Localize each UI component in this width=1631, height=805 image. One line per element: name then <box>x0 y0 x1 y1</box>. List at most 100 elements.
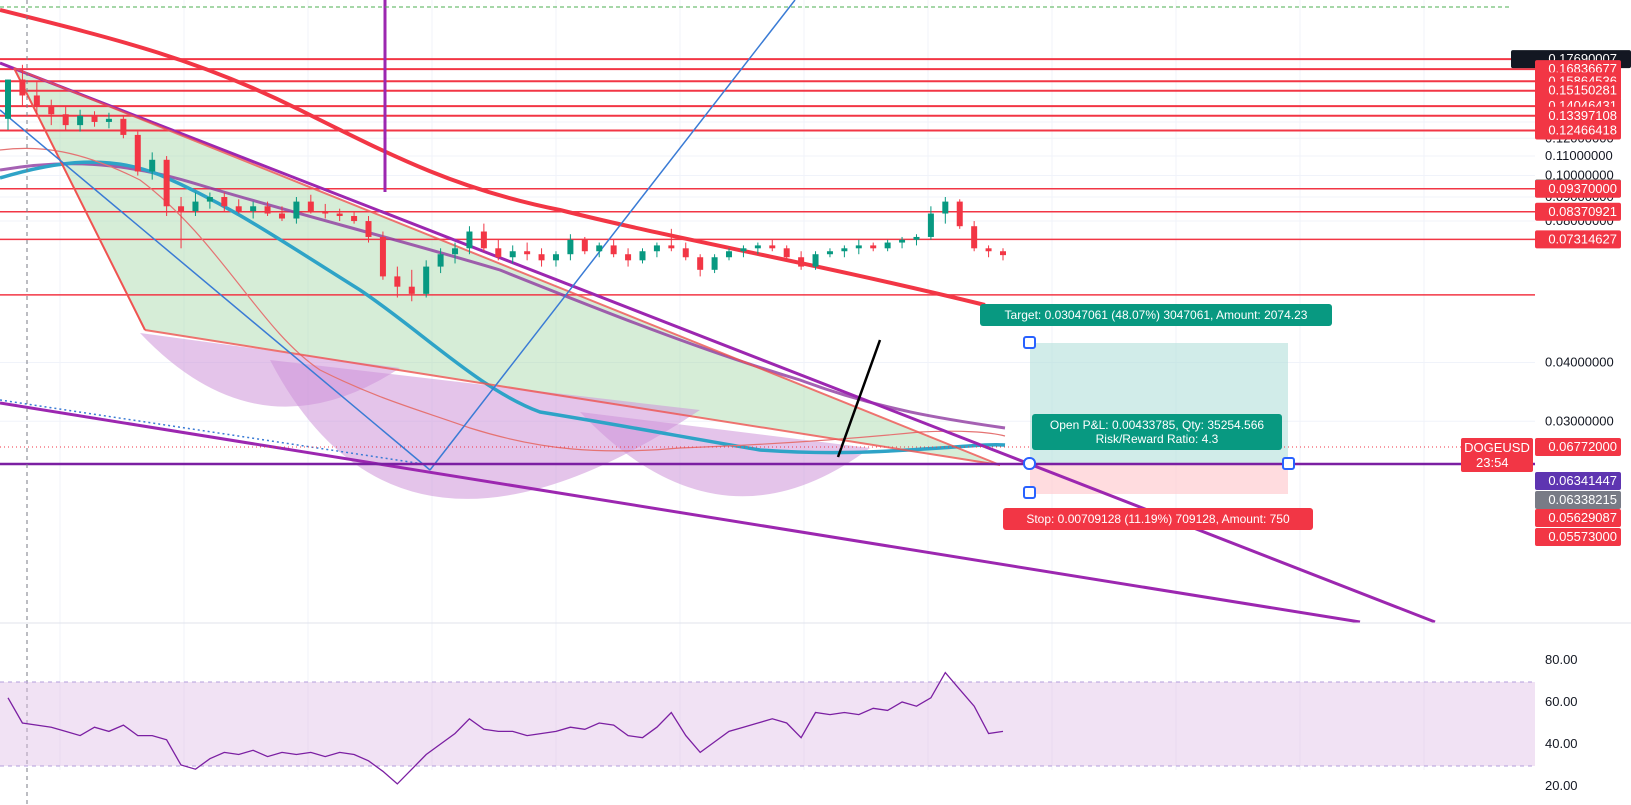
candle-body <box>264 206 271 214</box>
price-tag: 0.05573000 <box>1535 528 1621 546</box>
price-tag-label: 0.06341447 <box>1548 473 1617 488</box>
price-tag: 0.06772000 <box>1535 438 1621 456</box>
rr-label-text: Risk/Reward Ratio: 4.3 <box>1096 432 1219 446</box>
price-tag: 0.08370921 <box>1535 202 1621 221</box>
candle-body <box>495 248 502 258</box>
candle-body <box>466 231 473 249</box>
candle-body <box>754 245 761 249</box>
candle-body <box>538 254 545 261</box>
candle-body <box>149 159 156 172</box>
candle-body <box>653 245 660 252</box>
entry-handle-left[interactable] <box>1023 457 1036 470</box>
candle-body <box>163 159 170 207</box>
candle-body <box>5 79 11 119</box>
candle-body <box>581 239 588 252</box>
position-handles[interactable] <box>1023 336 1295 499</box>
price-tag-label: 0.05573000 <box>1548 529 1617 544</box>
candle-body <box>884 242 891 249</box>
candle-body <box>855 245 862 249</box>
candle-body <box>668 245 675 249</box>
rsi-tick-label: 20.00 <box>1545 778 1578 793</box>
price-tag: 0.13397108 <box>1535 106 1621 125</box>
price-tag-bg <box>1535 202 1621 221</box>
price-tag: 0.06338215 <box>1535 491 1621 509</box>
candle-body <box>596 245 603 252</box>
candle-body <box>1000 251 1006 256</box>
pnl-label-bg <box>1032 414 1282 450</box>
candle-body <box>870 245 877 249</box>
price-tag: 0.09370000 <box>1535 179 1621 198</box>
price-tag-bg <box>1535 528 1621 546</box>
price-tag: 0.07314627 <box>1535 230 1621 249</box>
price-tick-label: 0.04000000 <box>1545 355 1614 370</box>
rsi-tick-label: 60.00 <box>1545 694 1578 709</box>
candle-body <box>120 118 127 135</box>
price-axis[interactable]: 0.130000000.120000000.110000000.10000000… <box>1461 0 1631 793</box>
candle-body <box>293 201 300 219</box>
symbol-tag-bg <box>1461 438 1533 472</box>
price-tick-label: 0.11000000 <box>1545 148 1613 163</box>
candle-body <box>524 251 531 255</box>
candle-body <box>826 251 833 255</box>
price-tag-bg <box>1535 491 1621 509</box>
price-tag-label: 0.09370000 <box>1548 181 1617 196</box>
candle-body <box>726 251 733 258</box>
candle-body <box>91 115 98 122</box>
stop-handle[interactable] <box>1023 486 1036 499</box>
candle-body <box>19 79 26 96</box>
candle-body <box>798 257 805 267</box>
rsi-tick-label: 80.00 <box>1545 652 1578 667</box>
candle-body <box>740 248 747 252</box>
add-alert-icon[interactable] <box>1514 0 1530 16</box>
price-tag-label: 0.05629087 <box>1548 510 1617 525</box>
black-breakout-line <box>836 339 882 458</box>
price-tag-label: 0.13397108 <box>1548 108 1617 123</box>
blue-rising-line <box>429 0 796 471</box>
candle-body <box>639 251 646 261</box>
loss-zone <box>1030 464 1288 494</box>
entry-handle-right[interactable] <box>1282 457 1295 470</box>
price-tag-bg <box>1535 509 1621 527</box>
pnl-label: Open P&L: 0.00433785, Qty: 35254.566 Ris… <box>1032 414 1282 450</box>
candle-body <box>437 254 444 267</box>
cup-3-fill <box>580 412 870 497</box>
candle-body <box>927 213 934 237</box>
candle-body <box>452 248 459 255</box>
pnl-label-text: Open P&L: 0.00433785, Qty: 35254.566 <box>1050 418 1264 432</box>
price-tags: 0.176900070.168366770.158645360.15150281… <box>1511 50 1631 546</box>
price-tick-label: 0.10000000 <box>1545 168 1614 183</box>
price-tag-label: 0.06338215 <box>1548 492 1617 507</box>
rsi-pane <box>0 622 1631 785</box>
candles <box>5 64 1006 302</box>
stop-label: Stop: 0.00709128 (11.19%) 709128, Amount… <box>1003 508 1313 530</box>
symbol-label: DOGEUSD <box>1464 440 1530 455</box>
rsi-axis-ticks: 80.00 60.00 40.00 20.00 <box>1545 652 1578 793</box>
candle-body <box>322 211 329 214</box>
candle-body <box>509 251 516 258</box>
moving-averages <box>0 8 1006 455</box>
candle-body <box>610 245 617 255</box>
candle-body <box>379 236 386 277</box>
candle-body <box>62 114 69 126</box>
candle-body <box>625 254 632 261</box>
candle-body <box>235 206 242 212</box>
candle-body <box>307 201 314 212</box>
candle-body <box>480 231 487 249</box>
candle-body <box>769 245 776 249</box>
rsi-line <box>7 671 1004 785</box>
candle-body <box>812 254 819 267</box>
wedge-left-line <box>13 67 146 331</box>
candle-body <box>567 239 574 255</box>
candle-body <box>956 201 963 227</box>
candle-body <box>278 213 285 219</box>
candle-body <box>221 197 228 207</box>
price-tag-bg <box>1535 179 1621 198</box>
stop-label-text: Stop: 0.00709128 (11.19%) 709128, Amount… <box>1026 512 1290 526</box>
candle-body <box>33 95 40 107</box>
candle-body <box>783 248 790 258</box>
target-handle[interactable] <box>1023 336 1036 349</box>
ema-long-line <box>0 8 986 307</box>
candle-body <box>336 213 343 217</box>
price-tag-label: 0.06772000 <box>1548 439 1617 454</box>
